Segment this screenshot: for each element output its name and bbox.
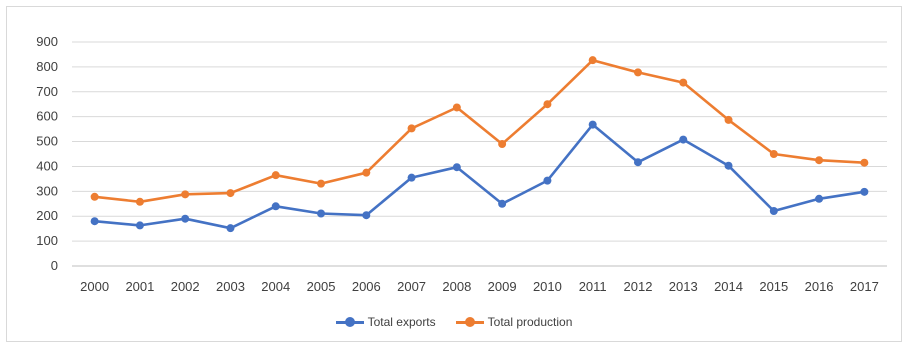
data-point-1-2003 [226,189,235,198]
chart-frame: 0 100 200 300 400 500 600 700 800 900 2000 2001 200… [6,6,902,342]
data-point-1-2012 [633,68,642,77]
data-point-1-2013 [679,78,688,87]
x-tick-label: 2013 [669,279,698,294]
data-point-0-2017 [860,187,869,196]
data-point-0-2006 [362,211,371,220]
legend-swatch-exports [335,317,364,327]
gridlines [72,41,887,267]
data-point-1-2000 [90,192,99,201]
y-tick-label: 400 [36,158,58,173]
data-point-0-2000 [90,217,99,226]
data-point-0-2007 [407,173,416,182]
x-tick-label: 2009 [488,279,517,294]
x-tick-label: 2006 [352,279,381,294]
data-point-1-2006 [362,168,371,177]
x-axis-tick-labels: 2000 2001 2002 2003 2004 2005 2006 2007 2008 2009… [80,279,879,294]
data-point-0-2003 [226,224,235,233]
series-lines [93,58,866,230]
x-tick-label: 2016 [805,279,834,294]
y-axis-tick-labels: 0 100 200 300 400 500 600 700 800 900 [36,34,58,273]
data-point-1-2015 [769,150,778,158]
data-point-1-2014 [724,115,733,124]
y-tick-label: 100 [36,233,58,248]
y-tick-label: 300 [36,183,58,198]
data-point-0-2016 [815,194,824,203]
x-tick-label: 2007 [397,279,426,294]
y-tick-label: 600 [36,109,58,124]
data-point-0-2011 [588,120,597,129]
x-tick-label: 2011 [579,279,607,294]
data-point-1-2001 [135,197,144,206]
data-point-0-2014 [724,161,733,170]
data-point-0-2015 [769,206,778,215]
series-line-1 [93,58,866,204]
x-tick-label: 2002 [171,279,200,294]
data-point-0-2001 [135,221,144,230]
data-point-1-2002 [181,190,190,199]
x-tick-label: 2000 [80,279,109,294]
y-tick-label: 700 [36,84,58,99]
y-tick-label: 200 [36,208,58,223]
data-point-0-2013 [679,135,688,144]
data-point-0-2012 [633,158,642,167]
y-tick-label: 0 [51,258,58,273]
x-tick-label: 2003 [216,279,245,294]
x-tick-label: 2015 [759,279,788,294]
data-point-0-2004 [271,202,280,211]
x-tick-label: 2008 [442,279,471,294]
x-tick-label: 2017 [850,279,879,294]
data-point-1-2010 [543,100,552,109]
data-point-0-2005 [317,209,326,218]
data-point-1-2016 [815,156,824,165]
x-tick-label: 2010 [533,279,562,294]
data-point-0-2010 [543,176,552,185]
x-tick-label: 2014 [714,279,743,294]
data-point-0-2009 [498,199,507,208]
data-point-1-2011 [588,56,597,65]
data-point-1-2007 [407,124,416,133]
data-point-1-2008 [452,103,461,112]
x-tick-label: 2001 [125,279,154,294]
legend-item-exports: Total exports [335,315,436,329]
data-point-1-2005 [317,179,326,188]
legend-swatch-production [455,317,484,327]
legend-label-production: Total production [487,315,573,329]
y-tick-label: 900 [36,34,58,49]
data-point-1-2017 [860,158,869,167]
x-tick-label: 2012 [624,279,653,294]
data-point-0-2002 [181,214,190,223]
x-tick-label: 2005 [307,279,336,294]
data-point-1-2004 [271,171,280,180]
legend: Total exports Total production [7,315,901,329]
data-point-0-2008 [452,163,461,172]
legend-item-production: Total production [455,315,573,329]
y-tick-label: 800 [36,59,58,74]
legend-label-exports: Total exports [367,315,436,329]
y-tick-label: 500 [36,134,58,149]
series-line-0 [93,123,866,230]
data-point-1-2009 [498,140,507,149]
x-tick-label: 2004 [261,279,290,294]
series-points [90,56,869,233]
